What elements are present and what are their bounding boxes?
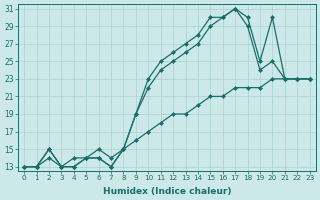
X-axis label: Humidex (Indice chaleur): Humidex (Indice chaleur) xyxy=(103,187,231,196)
